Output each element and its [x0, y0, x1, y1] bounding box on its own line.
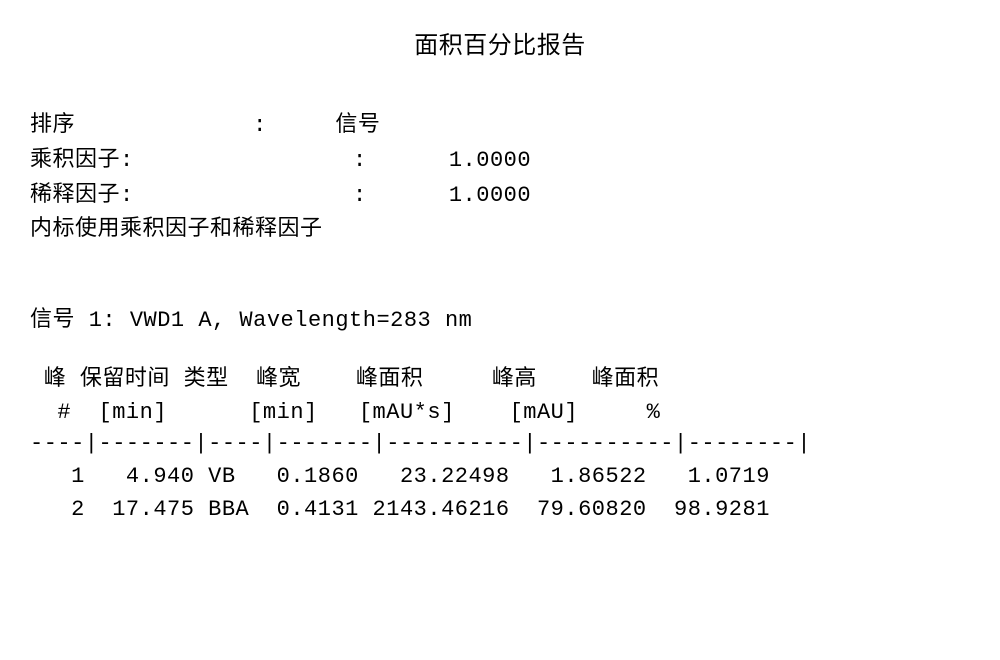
dilution-label: 稀释因子: — [30, 181, 134, 212]
report-title: 面积百分比报告 — [30, 25, 970, 61]
table-row: 1 4.940 VB 0.1860 23.22498 1.86522 1.071… — [30, 460, 970, 493]
signal-colon: : — [102, 308, 129, 333]
note-text: 内标使用乘积因子和稀释因子 — [30, 215, 323, 246]
dilution-colon: : — [134, 181, 449, 212]
signal-prefix: 信号 — [30, 308, 89, 333]
multiplier-value: 1.0000 — [449, 146, 531, 177]
table-header-line1: 峰 保留时间 类型 峰宽 峰面积 峰高 峰面积 — [30, 363, 970, 396]
multiplier-colon: : — [134, 146, 449, 177]
multiplier-row: 乘积因子: : 1.0000 — [30, 146, 970, 177]
sort-row: 排序 : 信号 — [30, 111, 970, 142]
signal-number: 1 — [89, 308, 103, 333]
parameters-block: 排序 : 信号 乘积因子: : 1.0000 稀释因子: : 1.0000 内标… — [30, 111, 970, 246]
signal-line: 信号 1: VWD1 A, Wavelength=283 nm — [30, 301, 970, 333]
peak-table: 峰 保留时间 类型 峰宽 峰面积 峰高 峰面积 # [min] [min] [m… — [30, 363, 970, 526]
table-row: 2 17.475 BBA 0.4131 2143.46216 79.60820 … — [30, 493, 970, 526]
table-separator: ----|-------|----|-------|----------|---… — [30, 429, 970, 460]
table-header-line2: # [min] [min] [mAU*s] [mAU] % — [30, 396, 970, 429]
sort-colon: : — [75, 111, 335, 142]
dilution-row: 稀释因子: : 1.0000 — [30, 181, 970, 212]
sort-value: 信号 — [335, 111, 380, 142]
note-row: 内标使用乘积因子和稀释因子 — [30, 215, 970, 246]
multiplier-label: 乘积因子: — [30, 146, 134, 177]
dilution-value: 1.0000 — [449, 181, 531, 212]
signal-text: VWD1 A, Wavelength=283 nm — [130, 308, 473, 333]
sort-label: 排序 — [30, 111, 75, 142]
